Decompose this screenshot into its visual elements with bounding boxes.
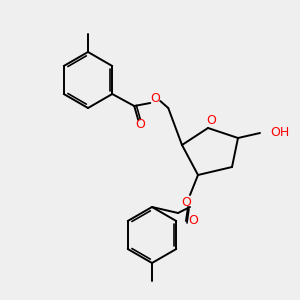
Text: O: O [188,214,198,227]
Text: O: O [181,196,191,208]
Text: O: O [206,115,216,128]
Text: O: O [150,92,160,106]
Text: O: O [135,118,145,131]
Text: OH: OH [270,127,289,140]
